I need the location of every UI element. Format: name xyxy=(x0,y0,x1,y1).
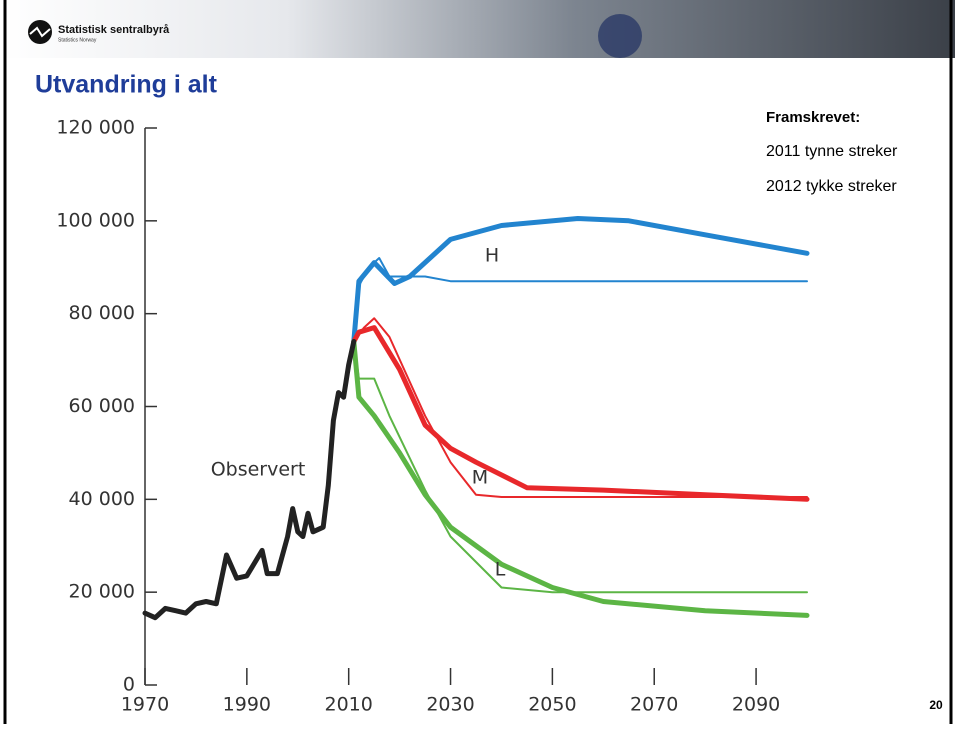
x-tick-label: 2090 xyxy=(732,694,780,716)
x-tick-label: 2070 xyxy=(630,694,678,716)
notes-heading: Framskrevet: xyxy=(766,109,860,126)
slide-title: Utvandring i alt xyxy=(35,71,218,99)
plot: 0 20 000 40 000 60 000 80 000 100 000 120 000 1… xyxy=(56,117,810,716)
y-tick-label: 20 000 xyxy=(69,581,135,603)
series-line xyxy=(351,216,810,344)
series-line xyxy=(351,339,810,618)
y-tick-label: 0 xyxy=(123,674,135,696)
notes-line: 2011 tynne streker xyxy=(766,143,898,160)
logo-subname: Statistics Norway xyxy=(58,37,97,43)
banner xyxy=(0,0,955,58)
annotation: M xyxy=(472,467,488,489)
logo-name: Statistisk sentralbyrå xyxy=(58,24,170,36)
y-tick-label: 80 000 xyxy=(69,302,135,324)
annotation: L xyxy=(495,559,506,581)
series-line xyxy=(142,339,357,621)
annotation: H xyxy=(485,245,499,267)
page-number: 20 xyxy=(929,698,943,712)
x-tick-label: 2010 xyxy=(325,694,373,716)
banner-graphic xyxy=(598,14,642,58)
annotation: Observert xyxy=(211,459,306,481)
x-tick-label: 2050 xyxy=(528,694,576,716)
y-tick-label: 120 000 xyxy=(56,117,135,139)
series-line xyxy=(352,317,808,498)
y-tick-label: 60 000 xyxy=(69,395,135,417)
y-tick-label: 100 000 xyxy=(56,209,135,231)
notes-line: 2012 tykke streker xyxy=(766,178,897,195)
x-tick-label: 1990 xyxy=(223,694,271,716)
y-tick-label: 40 000 xyxy=(69,488,135,510)
series-line xyxy=(351,325,810,502)
logo-mark xyxy=(29,26,51,38)
x-tick-label: 2030 xyxy=(426,694,474,716)
x-tick-label: 1970 xyxy=(121,694,169,716)
